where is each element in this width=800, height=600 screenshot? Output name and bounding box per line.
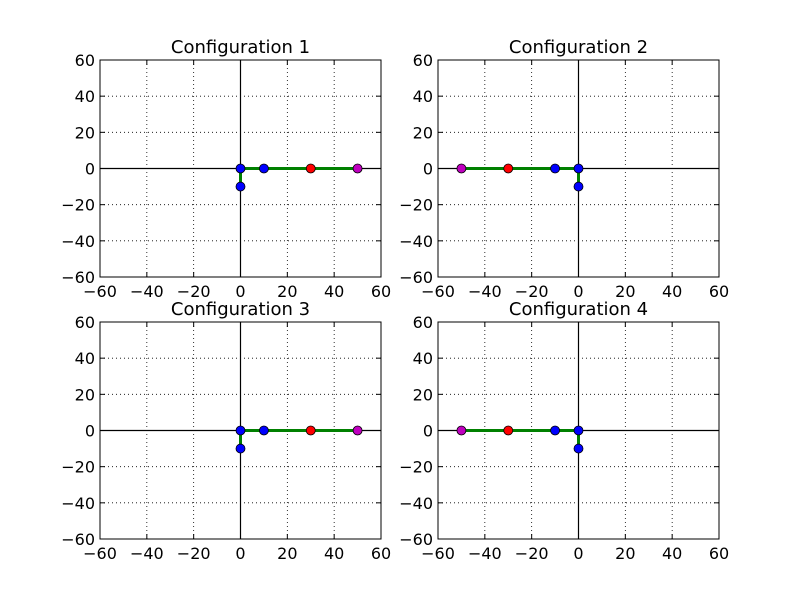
y-tick-label: −60 <box>61 268 95 287</box>
x-tick-label: 60 <box>709 544 729 563</box>
data-point <box>235 425 246 436</box>
data-point <box>456 425 467 436</box>
x-tick-label: −60 <box>83 282 117 301</box>
data-point <box>456 163 467 174</box>
data-point <box>573 443 584 454</box>
y-tick-label: 40 <box>413 87 433 106</box>
data-point <box>550 163 560 174</box>
data-point <box>259 425 269 436</box>
x-tick-label: 0 <box>235 544 245 563</box>
y-tick-label: 0 <box>423 422 433 441</box>
data-point <box>305 425 316 436</box>
x-tick-label: 40 <box>324 544 344 563</box>
y-tick-label: 0 <box>85 160 95 179</box>
data-point <box>573 181 584 192</box>
data-point <box>305 163 316 174</box>
subplot-title: Configuration 3 <box>171 299 310 320</box>
y-tick-label: −20 <box>399 458 433 477</box>
x-tick-label: 0 <box>235 282 245 301</box>
y-tick-label: −60 <box>399 268 433 287</box>
y-tick-label: −60 <box>61 530 95 549</box>
x-tick-label: 40 <box>662 544 682 563</box>
data-point <box>259 163 269 174</box>
data-point <box>352 425 363 436</box>
subplot-2: −60 −40 −20 0 20 40 60 −60 −40 −20 0 20 40 60 Configur… <box>399 37 729 301</box>
y-tick-label: −40 <box>399 494 433 513</box>
x-tick-label: −60 <box>421 544 455 563</box>
data-point <box>503 425 514 436</box>
x-tick-label: −40 <box>130 282 164 301</box>
data-point <box>235 181 246 192</box>
x-tick-label: −20 <box>177 282 211 301</box>
x-tick-label: −40 <box>130 544 164 563</box>
y-tick-label: −40 <box>61 232 95 251</box>
data-point <box>573 425 584 436</box>
x-tick-label: −60 <box>83 544 117 563</box>
y-tick-label: 20 <box>413 385 433 404</box>
data-point <box>573 163 584 174</box>
y-tick-label: 60 <box>413 51 433 70</box>
x-tick-label: 20 <box>277 544 297 563</box>
subplot-title: Configuration 1 <box>171 37 310 58</box>
y-tick-label: −20 <box>399 196 433 215</box>
x-tick-label: 60 <box>371 544 391 563</box>
x-tick-label: −20 <box>515 544 549 563</box>
y-tick-label: 20 <box>413 123 433 142</box>
y-tick-label: 40 <box>75 349 95 368</box>
y-tick-label: 20 <box>75 123 95 142</box>
y-tick-label: 0 <box>423 160 433 179</box>
data-point <box>235 163 246 174</box>
y-tick-label: 40 <box>75 87 95 106</box>
y-tick-label: 60 <box>75 51 95 70</box>
y-tick-label: −60 <box>399 530 433 549</box>
y-tick-label: 20 <box>75 385 95 404</box>
x-tick-label: 40 <box>662 282 682 301</box>
y-tick-label: 60 <box>413 313 433 332</box>
y-tick-label: 0 <box>85 422 95 441</box>
x-tick-label: −40 <box>468 544 502 563</box>
x-tick-label: 20 <box>615 544 635 563</box>
data-point <box>503 163 514 174</box>
subplot-3: −60 −40 −20 0 20 40 60 −60 −40 −20 0 20 40 60 Configur… <box>61 299 391 563</box>
x-tick-label: −20 <box>177 544 211 563</box>
x-tick-label: −60 <box>421 282 455 301</box>
subplot-title: Configuration 4 <box>509 299 648 320</box>
y-tick-label: −40 <box>399 232 433 251</box>
x-tick-label: −40 <box>468 282 502 301</box>
x-tick-label: 20 <box>615 282 635 301</box>
subplot-1: −60 −40 −20 0 20 40 60 −60 −40 −20 0 20 40 60 Configur… <box>61 37 391 301</box>
x-tick-label: 40 <box>324 282 344 301</box>
data-point <box>235 443 246 454</box>
y-tick-label: 40 <box>413 349 433 368</box>
y-tick-label: −20 <box>61 196 95 215</box>
data-point <box>550 425 560 436</box>
x-tick-label: 0 <box>573 282 583 301</box>
subplot-title: Configuration 2 <box>509 37 648 58</box>
y-tick-label: −40 <box>61 494 95 513</box>
x-tick-label: 60 <box>709 282 729 301</box>
x-tick-label: 60 <box>371 282 391 301</box>
x-tick-label: 0 <box>573 544 583 563</box>
y-tick-label: 60 <box>75 313 95 332</box>
data-point <box>352 163 363 174</box>
y-tick-label: −20 <box>61 458 95 477</box>
subplot-4: −60 −40 −20 0 20 40 60 −60 −40 −20 0 20 40 60 Configur… <box>399 299 729 563</box>
x-tick-label: −20 <box>515 282 549 301</box>
x-tick-label: 20 <box>277 282 297 301</box>
